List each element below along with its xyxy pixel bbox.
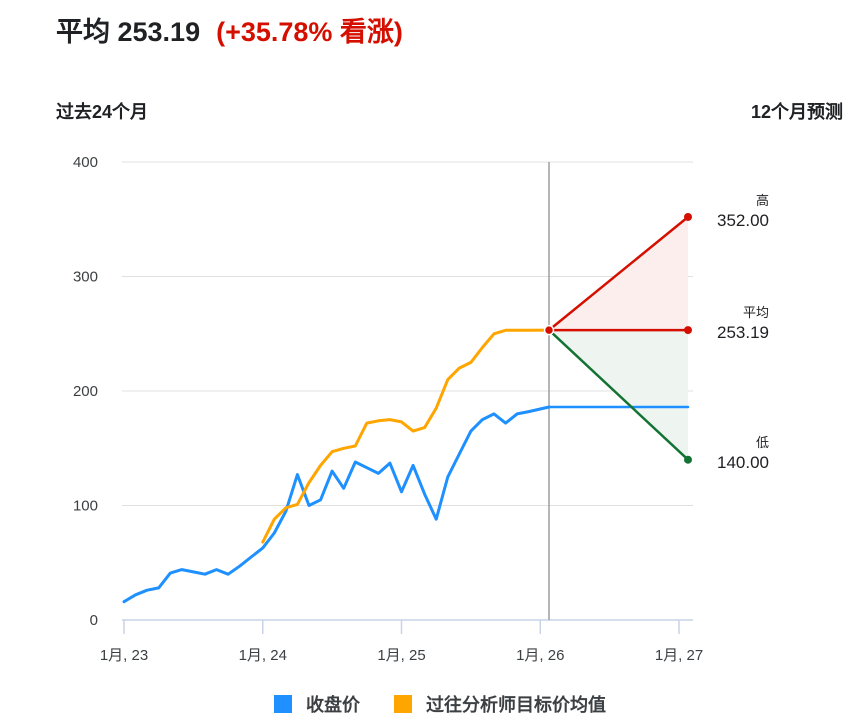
analyst-target-swatch-icon: [394, 695, 412, 713]
forecast-high-dot: [684, 212, 692, 221]
gridlines: [122, 161, 693, 506]
y-tick-label: 400: [73, 154, 98, 171]
legend-item-analyst-target[interactable]: 过往分析师目标价均值: [394, 691, 606, 717]
x-tick-label: 1月, 26: [516, 647, 564, 664]
y-tick-label: 300: [73, 269, 98, 286]
close-price-line: [122, 405, 551, 604]
average-price: 平均 253.19: [56, 17, 201, 47]
forecast-low-value: 140.00: [717, 453, 769, 472]
x-tick-label: 1月, 23: [100, 647, 148, 664]
x-axis: 1月, 23 1月, 24 1月, 25 1月, 26 1月, 27: [100, 619, 703, 664]
analyst-target-line: [261, 328, 551, 544]
y-tick-label: 100: [73, 498, 98, 515]
forecast-high-value: 352.00: [717, 211, 769, 230]
forecast-low-dot: [684, 455, 692, 464]
legend-label-close-price: 收盘价: [306, 695, 360, 715]
x-tick-label: 1月, 27: [655, 647, 703, 664]
forecast-high-line: [547, 215, 690, 332]
forecast-low-label: 低: [756, 435, 769, 450]
legend: 收盘价 过往分析师目标价均值: [274, 691, 640, 717]
series-lines: [122, 215, 690, 604]
past-24-months-label: 过去24个月: [56, 102, 149, 122]
forecast-markers: [543, 212, 692, 464]
y-tick-label: 0: [90, 612, 98, 629]
forecast-low-line: [547, 328, 690, 461]
x-tick-label: 1月, 24: [239, 647, 287, 664]
forecast-high-label: 高: [756, 193, 769, 208]
forecast-areas: [549, 216, 688, 460]
y-axis-labels: 0 100 200 300 400: [73, 154, 98, 629]
headline: 平均 253.19 (+35.78% 看涨): [56, 10, 403, 49]
forecast-labels: 高 352.00 平均 253.19 低 140.00: [717, 193, 769, 472]
forecast-12-months-label: 12个月预测: [750, 102, 843, 122]
change-percent: (+35.78% 看涨): [216, 17, 403, 47]
forecast-avg-value: 253.19: [717, 323, 769, 342]
x-tick-label: 1月, 25: [377, 647, 425, 664]
y-tick-label: 200: [73, 383, 98, 400]
close-price-swatch-icon: [274, 695, 292, 713]
legend-label-analyst-target: 过往分析师目标价均值: [426, 695, 606, 715]
forecast-start-dot: [543, 324, 555, 336]
forecast-avg-label: 平均: [743, 305, 769, 320]
legend-item-close-price[interactable]: 收盘价: [274, 691, 360, 717]
forecast-avg-dot: [684, 326, 692, 335]
